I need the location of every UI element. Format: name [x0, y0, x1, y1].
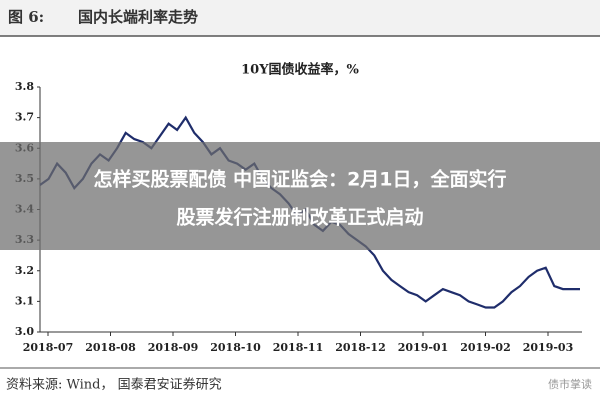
overlay-line: 怎样买股票配债 中国证监会：2月1日，全面实行	[93, 168, 506, 191]
x-tick-label: 2019-01	[398, 341, 449, 354]
x-tick-label: 2018-07	[23, 341, 74, 354]
y-tick-label: 3.0	[15, 325, 34, 338]
overlay-banner	[0, 142, 600, 250]
y-tick-label: 3.2	[15, 264, 34, 277]
x-tick-label: 2019-02	[460, 341, 511, 354]
y-tick-label: 3.1	[15, 294, 34, 307]
x-tick-label: 2018-10	[210, 341, 261, 354]
x-tick-label: 2018-11	[273, 341, 324, 354]
watermark: 债市掌读	[548, 377, 592, 391]
x-tick-label: 2019-03	[523, 341, 574, 354]
x-tick-label: 2018-09	[148, 341, 199, 354]
y-tick-label: 3.7	[15, 111, 34, 124]
source: 资料来源: Wind， 国泰君安证券研究	[6, 377, 222, 393]
header-bg	[0, 0, 600, 36]
overlay-line: 股票发行注册制改革正式启动	[176, 206, 423, 229]
chart-title: 10Y国债收益率，%	[241, 62, 359, 78]
figure-label: 图 6:	[8, 8, 44, 26]
y-tick-label: 3.8	[15, 80, 34, 93]
figure-title: 国内长端利率走势	[78, 8, 198, 26]
x-tick-label: 2018-12	[335, 341, 386, 354]
x-tick-label: 2018-08	[85, 341, 136, 354]
